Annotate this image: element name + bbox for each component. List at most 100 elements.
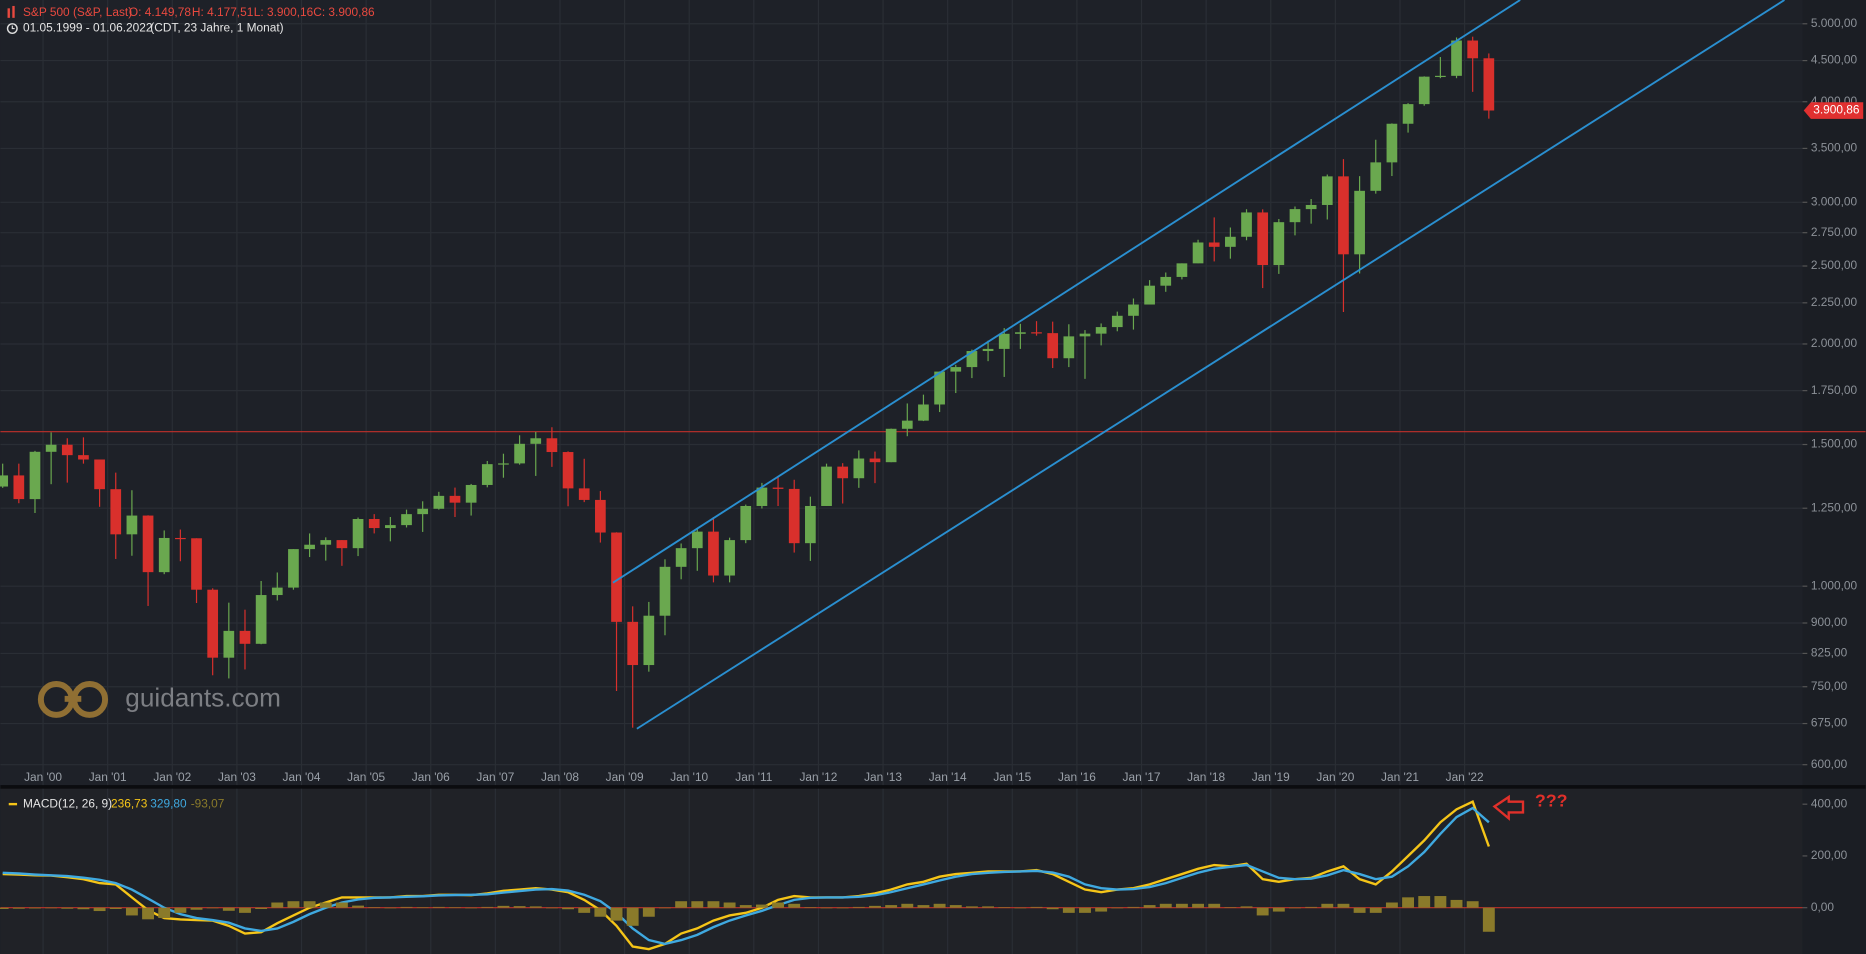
- x-tick-label: Jan '03: [218, 770, 256, 784]
- candle-body: [1079, 333, 1091, 337]
- candle-body: [126, 515, 138, 535]
- histogram-bar: [594, 907, 607, 917]
- candle-body: [1241, 212, 1252, 237]
- x-tick-label: Jan '02: [153, 770, 191, 784]
- histogram-bar: [384, 907, 397, 909]
- candle-body: [1047, 333, 1059, 359]
- histogram-bar: [1014, 907, 1027, 909]
- y-tick-label: 1.250,00: [1811, 500, 1858, 514]
- histogram-bar: [1046, 907, 1059, 910]
- candle-body: [175, 537, 186, 540]
- histogram-bar: [77, 907, 90, 910]
- y-tick-label: 5.000,00: [1811, 16, 1858, 30]
- candle-body: [417, 508, 429, 515]
- candle-body: [530, 438, 542, 444]
- histogram-bar: [982, 906, 995, 908]
- x-tick-label: Jan '22: [1446, 770, 1484, 784]
- candle-body: [1483, 58, 1495, 111]
- candle-body: [1111, 315, 1123, 328]
- y-tick-label: 2.500,00: [1811, 258, 1858, 272]
- candle-body: [61, 444, 73, 456]
- histogram-bar: [45, 907, 58, 909]
- histogram-bar: [174, 907, 187, 913]
- candle-body: [320, 540, 332, 545]
- low-value: L: 3.900,16: [254, 5, 314, 19]
- x-tick-label: Jan '15: [993, 770, 1031, 784]
- candle-body: [13, 475, 25, 500]
- histogram-bar: [1321, 903, 1334, 908]
- y-tick-label: 0,00: [1811, 900, 1835, 914]
- y-tick-label: 3.500,00: [1811, 141, 1858, 155]
- clock-hands: [11, 25, 15, 30]
- y-tick-label: 2.750,00: [1811, 225, 1858, 239]
- histogram-bar: [497, 905, 510, 908]
- histogram-bar: [61, 907, 74, 909]
- candle-body: [1435, 75, 1446, 78]
- candle-body: [514, 443, 525, 464]
- candle-body: [1160, 276, 1172, 286]
- histogram-bar: [949, 905, 962, 908]
- histogram-bar: [1192, 903, 1205, 908]
- candle-body: [982, 348, 994, 352]
- x-tick-label: Jan '18: [1187, 770, 1225, 784]
- icon: [7, 8, 10, 18]
- candle-body: [578, 488, 590, 500]
- histogram-bar: [723, 902, 736, 908]
- signal-value: 329,80: [150, 796, 187, 810]
- histogram-bar: [804, 907, 817, 908]
- high-value: H: 4.177,51: [192, 5, 254, 19]
- candle-body: [1354, 190, 1365, 255]
- histogram-value: -93,07: [191, 796, 225, 810]
- histogram-bar: [1369, 907, 1382, 913]
- histogram-bar: [1111, 907, 1124, 909]
- candle-body: [1338, 176, 1349, 255]
- histogram-bar: [852, 906, 865, 908]
- candle-body: [1273, 222, 1285, 266]
- macd-panel: [0, 788, 1803, 954]
- histogram-bar: [1095, 907, 1108, 912]
- candle-body: [562, 452, 574, 489]
- histogram-bar: [109, 907, 122, 909]
- grid: [0, 0, 1803, 954]
- candle-body: [1144, 285, 1155, 305]
- candle-body: [385, 525, 396, 529]
- candle-body: [1370, 162, 1382, 191]
- logo-bar: [64, 695, 82, 702]
- candle-body: [950, 367, 962, 372]
- candle-body: [611, 532, 622, 622]
- close-value: C: 3.900,86: [313, 5, 375, 19]
- candle-body: [110, 489, 122, 535]
- histogram-bar: [93, 907, 106, 912]
- histogram-bar: [0, 907, 9, 909]
- legend-swatch: [8, 802, 18, 806]
- y-tick-label: 2.250,00: [1811, 295, 1858, 309]
- candle-body: [498, 463, 509, 465]
- x-tick-label: Jan '07: [476, 770, 514, 784]
- x-tick-label: Jan '01: [89, 770, 127, 784]
- candle-body: [643, 615, 655, 666]
- histogram-bar: [400, 906, 413, 908]
- histogram-bar: [1353, 907, 1366, 913]
- candle-body: [336, 540, 348, 549]
- histogram-bar: [1289, 907, 1301, 909]
- histogram-bar: [449, 907, 461, 909]
- histogram-bar: [1482, 907, 1495, 932]
- candle-body: [45, 444, 57, 452]
- last-price-label: 3.900,86: [1813, 103, 1860, 117]
- histogram-bar: [271, 902, 284, 908]
- candle-body: [934, 371, 945, 405]
- x-tick-label: Jan '14: [929, 770, 967, 784]
- histogram-bar: [303, 901, 316, 908]
- histogram-bar: [1450, 899, 1463, 908]
- x-tick-label: Jan '00: [24, 770, 62, 784]
- macd-legend: MACD(12, 26, 9) 236,73 329,80 -93,07: [8, 796, 225, 810]
- candle-body: [271, 587, 283, 596]
- x-tick-label: Jan '13: [864, 770, 902, 784]
- histogram-bar: [836, 907, 849, 909]
- histogram-bar: [788, 903, 801, 908]
- histogram-bar: [239, 907, 251, 913]
- histogram-bar: [578, 907, 591, 913]
- histogram-bar: [335, 902, 348, 908]
